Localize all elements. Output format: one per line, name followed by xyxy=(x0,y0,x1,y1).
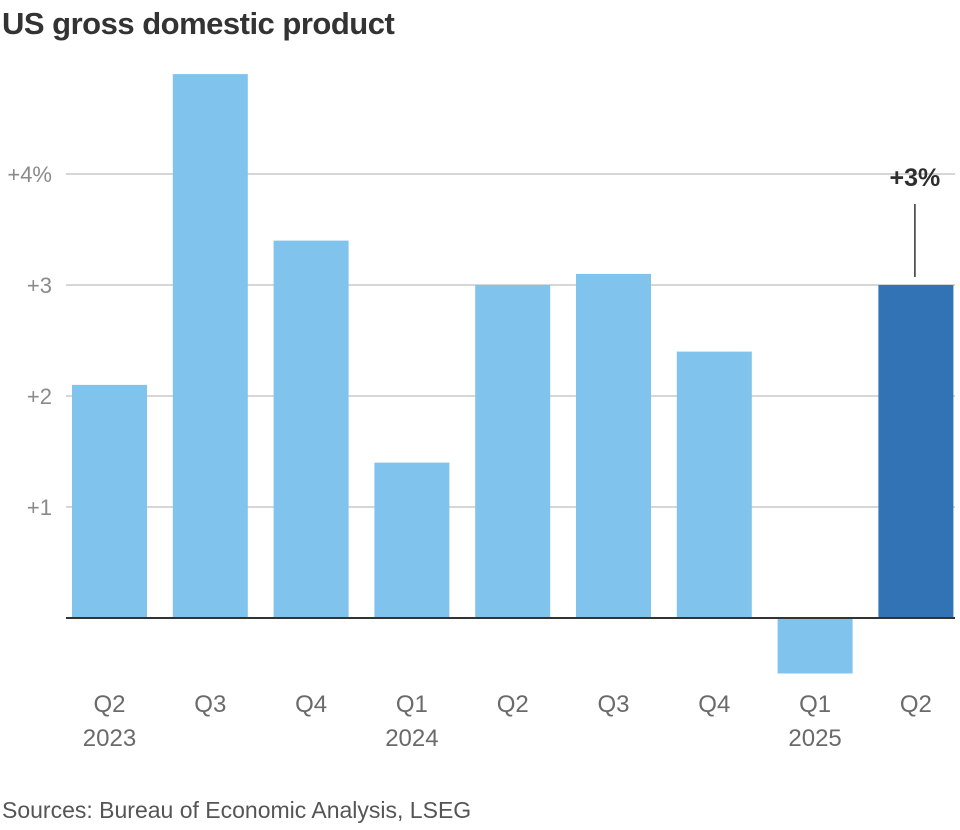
annotation: +3% xyxy=(890,164,941,277)
chart-title: US gross domestic product xyxy=(2,6,395,41)
x-tick-quarter: Q2 xyxy=(93,691,125,718)
bar xyxy=(374,462,450,618)
x-tick-quarter: Q3 xyxy=(597,691,629,718)
x-tick-quarter: Q4 xyxy=(698,691,730,718)
annotation-label: +3% xyxy=(890,164,941,192)
y-axis-ticks: +1 +2 +3 +4% xyxy=(7,162,52,520)
bar xyxy=(72,384,147,618)
x-tick-year: 2024 xyxy=(385,725,438,752)
bar xyxy=(676,351,752,618)
x-tick-quarter: Q3 xyxy=(194,691,226,718)
bar xyxy=(172,74,248,619)
bar xyxy=(576,273,651,618)
y-tick-label: +4% xyxy=(7,162,52,187)
x-axis-ticks: Q2 2023 Q3 Q4 Q1 2024 Q2 Q3 Q4 Q1 2025 Q2 xyxy=(83,691,932,752)
bar xyxy=(878,285,954,618)
x-tick-quarter: Q2 xyxy=(900,691,932,718)
bar xyxy=(475,285,551,618)
y-tick-label: +2 xyxy=(27,384,52,409)
bar xyxy=(777,618,853,674)
source-note: Sources: Bureau of Economic Analysis, LS… xyxy=(2,797,472,823)
y-tick-label: +1 xyxy=(27,495,52,520)
x-tick-quarter: Q4 xyxy=(295,691,327,718)
bar xyxy=(273,240,349,618)
x-tick-quarter: Q1 xyxy=(396,691,428,718)
y-tick-label: +3 xyxy=(27,273,52,298)
x-tick-quarter: Q2 xyxy=(497,691,529,718)
x-tick-year: 2025 xyxy=(788,725,841,752)
x-tick-quarter: Q1 xyxy=(799,691,831,718)
x-tick-year: 2023 xyxy=(83,725,136,752)
bars xyxy=(72,74,954,674)
